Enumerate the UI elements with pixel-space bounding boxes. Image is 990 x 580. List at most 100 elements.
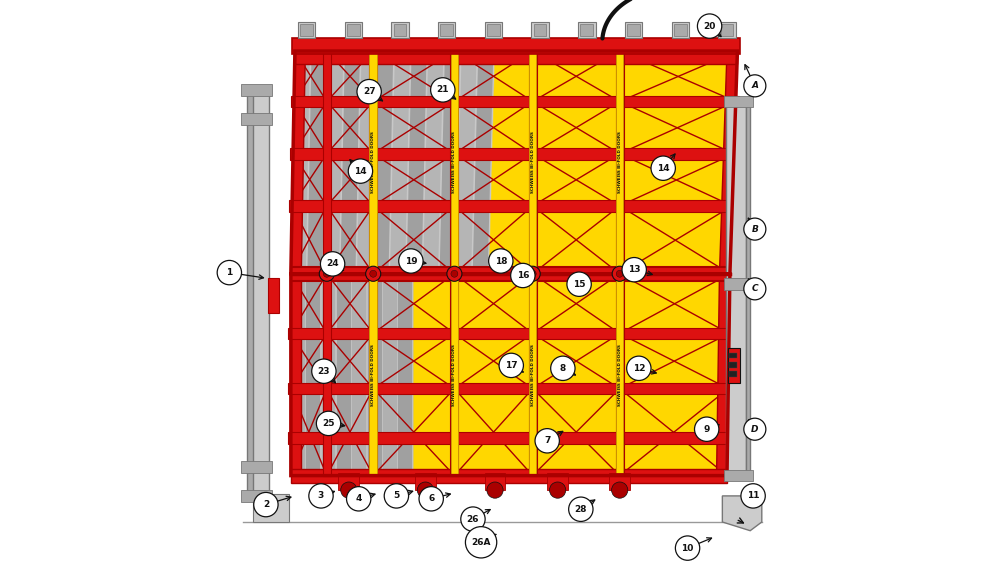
- Circle shape: [487, 482, 503, 498]
- Circle shape: [431, 78, 455, 102]
- Circle shape: [417, 482, 434, 498]
- Text: SCHWEISS BI-FOLD DOORS: SCHWEISS BI-FOLD DOORS: [371, 132, 375, 193]
- Polygon shape: [341, 51, 360, 274]
- Polygon shape: [291, 51, 310, 274]
- Polygon shape: [529, 51, 537, 274]
- Text: 27: 27: [362, 87, 375, 96]
- Polygon shape: [415, 473, 436, 490]
- Polygon shape: [534, 24, 546, 36]
- Polygon shape: [352, 274, 366, 476]
- Circle shape: [568, 497, 593, 521]
- Circle shape: [489, 249, 513, 273]
- Polygon shape: [306, 274, 320, 476]
- Polygon shape: [268, 278, 279, 313]
- Polygon shape: [529, 274, 537, 476]
- Circle shape: [312, 359, 336, 383]
- Text: 17: 17: [505, 361, 518, 370]
- Polygon shape: [724, 278, 753, 290]
- Polygon shape: [628, 24, 640, 36]
- Polygon shape: [529, 274, 537, 476]
- Polygon shape: [728, 348, 741, 383]
- Text: 12: 12: [633, 364, 645, 373]
- Text: 7: 7: [544, 436, 550, 445]
- Polygon shape: [291, 274, 301, 476]
- Circle shape: [419, 487, 444, 511]
- Circle shape: [511, 263, 535, 288]
- Polygon shape: [529, 51, 537, 274]
- Polygon shape: [307, 51, 327, 274]
- Polygon shape: [323, 274, 331, 476]
- Circle shape: [549, 482, 565, 498]
- Polygon shape: [724, 470, 753, 481]
- Polygon shape: [407, 51, 427, 274]
- Text: SCHWEISS BI-FOLD DOORS: SCHWEISS BI-FOLD DOORS: [531, 344, 535, 405]
- Text: 15: 15: [573, 280, 585, 289]
- Polygon shape: [578, 22, 596, 38]
- Circle shape: [341, 482, 357, 498]
- Text: 21: 21: [437, 85, 449, 95]
- Polygon shape: [369, 51, 377, 274]
- Polygon shape: [487, 24, 500, 36]
- Circle shape: [743, 75, 766, 97]
- Circle shape: [612, 266, 628, 281]
- Polygon shape: [298, 22, 315, 38]
- Circle shape: [743, 278, 766, 300]
- Polygon shape: [414, 274, 730, 476]
- Circle shape: [627, 356, 651, 380]
- Polygon shape: [290, 148, 737, 160]
- Polygon shape: [288, 432, 731, 444]
- Polygon shape: [357, 51, 376, 274]
- Circle shape: [319, 266, 335, 281]
- Text: 19: 19: [405, 256, 417, 266]
- Polygon shape: [391, 22, 409, 38]
- Circle shape: [460, 507, 485, 531]
- Text: SCHWEISS BI-FOLD DOORS: SCHWEISS BI-FOLD DOORS: [531, 132, 535, 193]
- Text: 3: 3: [318, 491, 324, 501]
- Polygon shape: [369, 274, 377, 476]
- Circle shape: [695, 417, 719, 441]
- Text: 24: 24: [327, 259, 339, 269]
- Circle shape: [321, 252, 345, 276]
- Circle shape: [357, 79, 381, 104]
- Polygon shape: [721, 24, 734, 36]
- Text: 28: 28: [574, 505, 587, 514]
- Polygon shape: [730, 362, 738, 368]
- Polygon shape: [456, 51, 476, 274]
- Polygon shape: [450, 51, 458, 274]
- Polygon shape: [291, 96, 739, 107]
- Polygon shape: [295, 51, 738, 64]
- Circle shape: [384, 484, 409, 508]
- Text: 8: 8: [559, 364, 566, 373]
- Polygon shape: [472, 51, 493, 274]
- Circle shape: [217, 260, 242, 285]
- Circle shape: [697, 14, 722, 38]
- Text: 6: 6: [428, 494, 435, 503]
- Polygon shape: [323, 51, 331, 274]
- Polygon shape: [423, 51, 444, 274]
- Circle shape: [651, 156, 675, 180]
- Text: 23: 23: [318, 367, 330, 376]
- Circle shape: [465, 527, 497, 558]
- Polygon shape: [291, 51, 305, 274]
- Polygon shape: [241, 113, 271, 125]
- Polygon shape: [730, 371, 738, 377]
- Polygon shape: [580, 24, 593, 36]
- Text: A: A: [751, 81, 758, 90]
- Circle shape: [346, 487, 371, 511]
- Text: 1: 1: [227, 268, 233, 277]
- Text: B: B: [751, 224, 758, 234]
- Polygon shape: [390, 51, 410, 274]
- Circle shape: [369, 270, 376, 277]
- Polygon shape: [291, 469, 727, 483]
- Polygon shape: [300, 24, 313, 36]
- Polygon shape: [373, 51, 393, 274]
- Polygon shape: [616, 274, 624, 476]
- Text: 5: 5: [393, 491, 400, 501]
- Text: C: C: [751, 284, 758, 293]
- Text: D: D: [751, 425, 758, 434]
- Polygon shape: [288, 383, 732, 394]
- Circle shape: [741, 484, 765, 508]
- Polygon shape: [616, 274, 624, 476]
- Circle shape: [499, 353, 524, 378]
- Text: 14: 14: [354, 166, 366, 176]
